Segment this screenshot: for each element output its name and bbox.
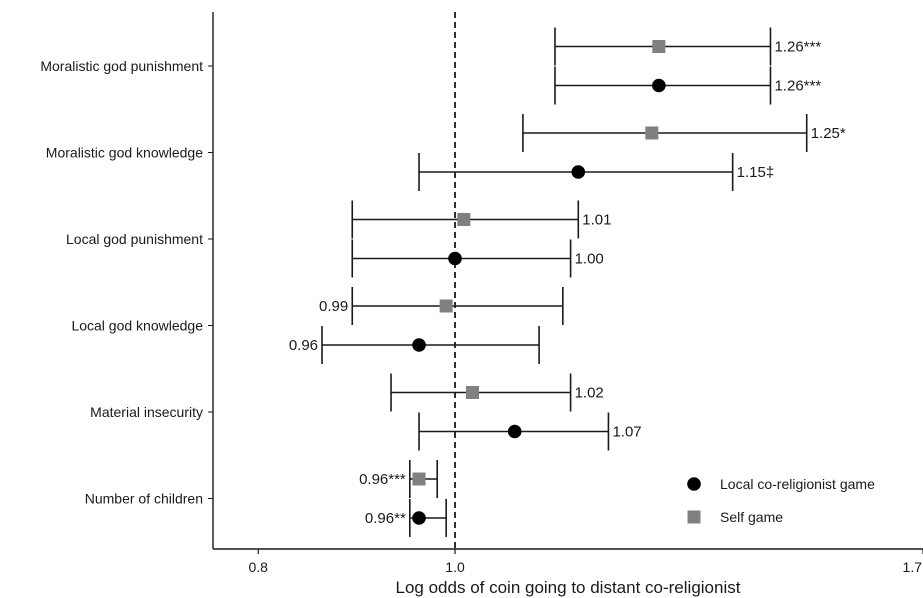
value-label-local-co-religionist-game-number-of-children: 0.96** [365,510,406,527]
x-tick-label-1-7: 1.7 [903,559,923,575]
category-label-material-insecurity: Material insecurity [90,404,203,420]
x-axis-label: Log odds of coin going to distant co-rel… [396,578,741,597]
legend-label-local-co-religionist-game: Local co-religionist game [720,476,875,492]
estimate-marker-self-game-moralistic-god-knowledge [645,126,659,140]
category-label-moralistic-god-knowledge: Moralistic god knowledge [46,145,203,161]
estimate-marker-local-co-religionist-game-moralistic-god-knowledge [571,165,586,179]
estimate-marker-local-co-religionist-game-material-insecurity [507,424,522,439]
value-label-self-game-local-god-punishment: 1.01 [582,212,611,229]
category-label-local-god-knowledge: Local god knowledge [71,318,203,334]
value-label-self-game-number-of-children: 0.96*** [359,471,406,488]
estimate-marker-self-game-material-insecurity [465,386,479,399]
value-label-self-game-material-insecurity: 1.02 [575,385,604,402]
category-label-local-god-punishment: Local god punishment [66,231,203,247]
estimate-marker-local-co-religionist-game-local-god-knowledge [412,338,426,352]
value-label-self-game-moralistic-god-punishment: 1.26*** [774,39,821,56]
x-tick-label-1-0: 1.0 [445,559,465,575]
category-label-moralistic-god-punishment: Moralistic god punishment [40,58,203,74]
legend-marker-local-co-religionist-game [687,477,701,491]
category-label-number-of-children: Number of children [85,491,203,507]
value-label-local-co-religionist-game-local-god-knowledge: 0.96 [289,337,318,354]
estimate-marker-local-co-religionist-game-number-of-children [412,511,426,525]
x-tick-label-0-8: 0.8 [249,559,269,575]
value-label-self-game-local-god-knowledge: 0.99 [319,298,348,315]
estimate-marker-self-game-moralistic-god-punishment [652,40,666,53]
value-label-local-co-religionist-game-moralistic-god-punishment: 1.26*** [774,78,821,95]
estimate-marker-local-co-religionist-game-local-god-punishment [448,251,462,266]
value-label-local-co-religionist-game-local-god-punishment: 1.00 [575,251,604,268]
estimate-marker-self-game-local-god-knowledge [439,299,453,313]
estimate-marker-local-co-religionist-game-moralistic-god-punishment [652,78,666,93]
axes-group: 0.8 1.0 1.7 [212,12,923,575]
legend: Local co-religionist game Self game [687,476,875,525]
estimate-marker-self-game-number-of-children [412,472,426,486]
value-label-local-co-religionist-game-material-insecurity: 1.07 [612,424,641,441]
estimate-marker-self-game-local-god-punishment [457,213,471,226]
series-group: 1.26*** 1.25* 1.01 0.99 1.02 0.96*** 1.26*** 1.… [289,27,846,537]
legend-marker-self-game [687,510,701,524]
legend-label-self-game: Self game [720,509,783,525]
category-labels: Moralistic god punishment Moralistic god … [40,58,213,507]
value-label-local-co-religionist-game-moralistic-god-knowledge: 1.15‡ [737,164,775,181]
value-label-self-game-moralistic-god-knowledge: 1.25* [811,125,846,142]
